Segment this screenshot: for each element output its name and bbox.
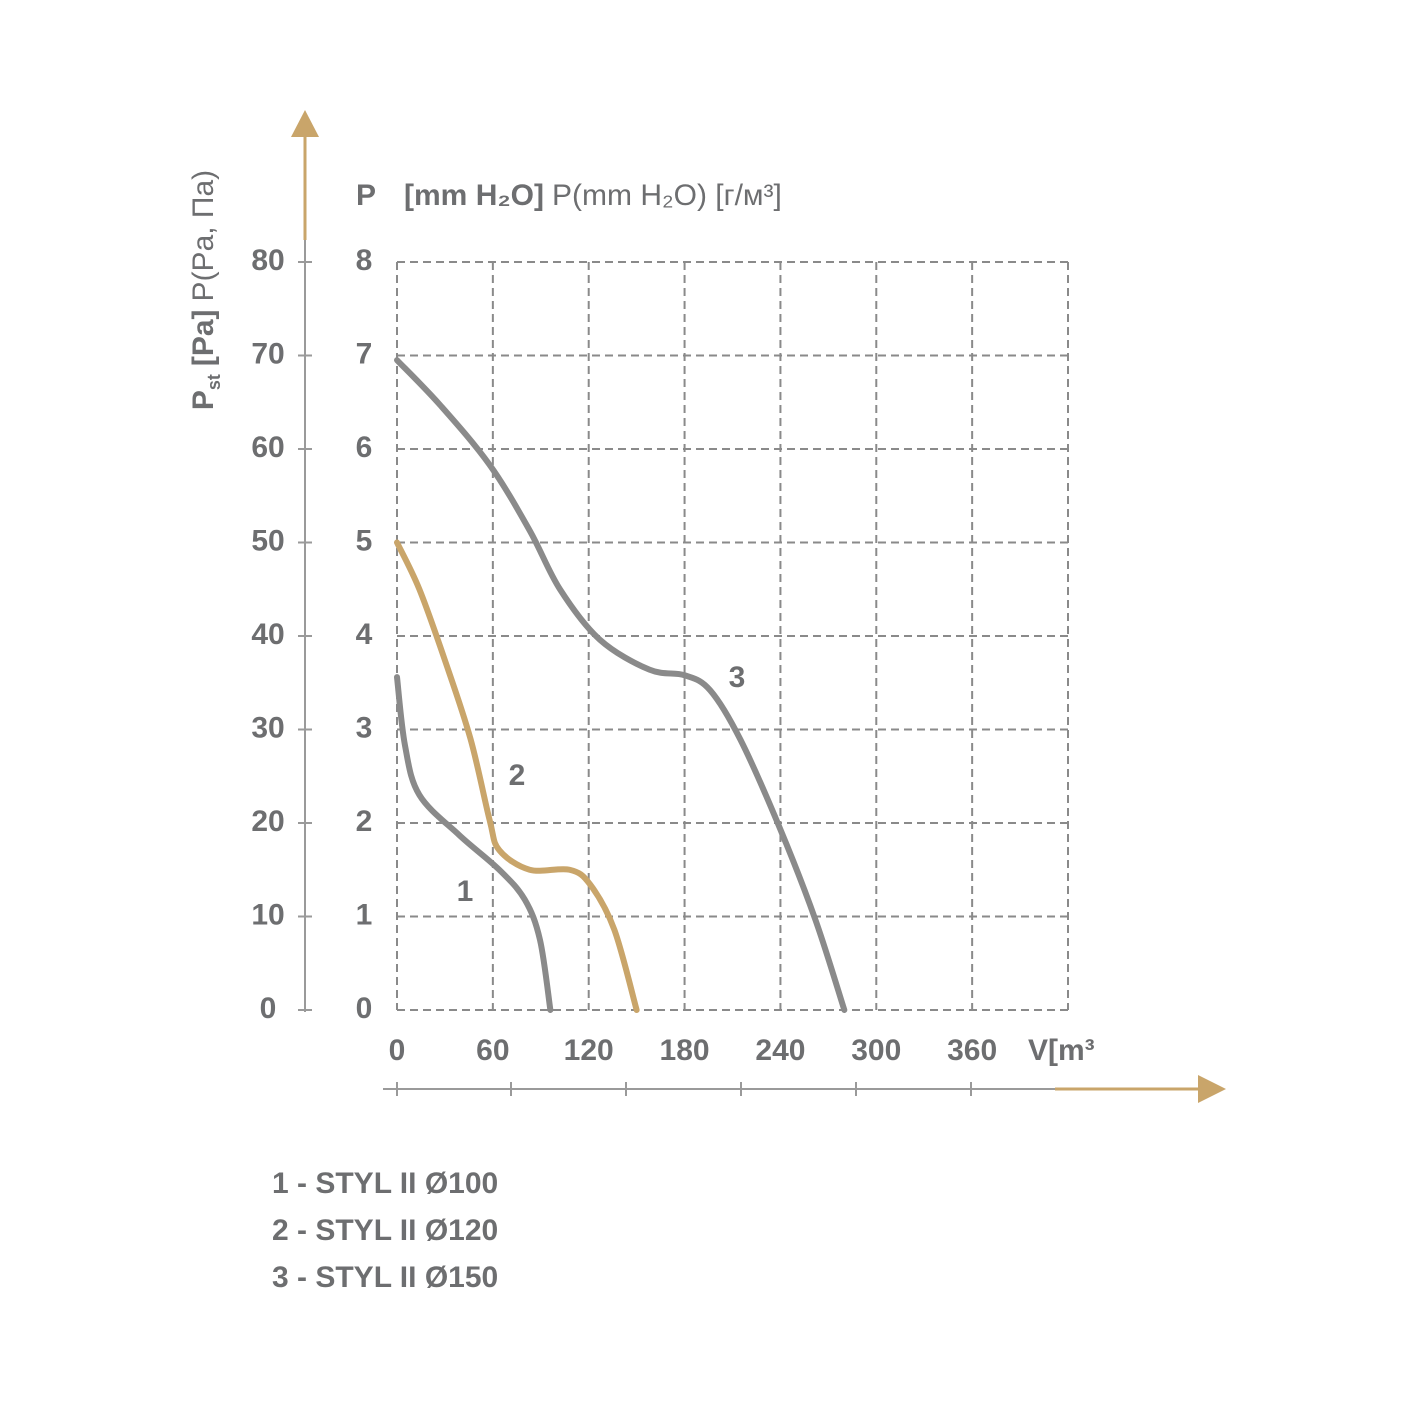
x-axis-arrow (1198, 1075, 1226, 1103)
curve-label: 1 (457, 875, 474, 908)
y-tick-label: 0 (260, 992, 277, 1025)
y2-tick-label: 5 (356, 524, 373, 557)
y2-tick-label: 1 (356, 898, 373, 931)
x-tick-label: 120 (564, 1034, 614, 1067)
curve-label: 3 (729, 661, 746, 694)
y-label-unit: [Pa] (187, 309, 220, 366)
y-axis-arrow (291, 110, 319, 137)
y-tick-label: 80 (251, 244, 284, 277)
y2-tick-label: 0 (356, 992, 373, 1025)
legend-entry: 1 - STYL II Ø100 (272, 1167, 498, 1200)
y-tick-label: 40 (251, 618, 284, 651)
x-axis-ticks (396, 1082, 972, 1096)
y-label-alt: P(Pa, Па) (187, 170, 220, 302)
curve (394, 539, 640, 1013)
x-tick-label: 300 (851, 1034, 901, 1067)
legend-entry: 3 - STYL II Ø150 (272, 1261, 498, 1294)
x-tick-label: 0 (389, 1034, 406, 1067)
y-tick-label: 30 (251, 711, 284, 744)
y-tick-label: 20 (251, 805, 284, 838)
y2-tick-label: 7 (356, 337, 373, 370)
y2-tick-label: 8 (356, 244, 373, 277)
y2-tick-label: 2 (356, 805, 373, 838)
curve (394, 674, 554, 1013)
x-tick-label: 180 (660, 1034, 710, 1067)
y-label-main: P (187, 390, 220, 410)
y2-label-unit: [mm H₂O] (404, 179, 544, 212)
y-tick-label: 60 (251, 431, 284, 464)
y2-tick-label: 3 (356, 711, 373, 744)
curve-label: 2 (509, 759, 526, 792)
y2-tick-label: 6 (356, 431, 373, 464)
y-tick-label: 70 (251, 337, 284, 370)
y2-axis-title: P [mm H₂O] P(mm H₂O) [г/м³] (356, 179, 782, 212)
y-tick-label: 50 (251, 524, 284, 557)
x-tick-label: 60 (476, 1034, 509, 1067)
y2-tick-label: 4 (356, 618, 373, 651)
curve (394, 357, 848, 1013)
x-tick-label: 360 (947, 1034, 997, 1067)
x-axis-title: V[m³ (1028, 1034, 1095, 1067)
y-label-sub: st (204, 374, 224, 390)
y2-label-main: P (356, 179, 376, 212)
y-tick-label: 10 (251, 898, 284, 931)
y-axis-title: Pst [Pa] P(Pa, Па) (187, 170, 224, 410)
y2-label-alt: P(mm H₂O) [г/м³] (552, 179, 782, 212)
x-tick-label: 240 (755, 1034, 805, 1067)
legend-entry: 2 - STYL II Ø120 (272, 1214, 498, 1247)
